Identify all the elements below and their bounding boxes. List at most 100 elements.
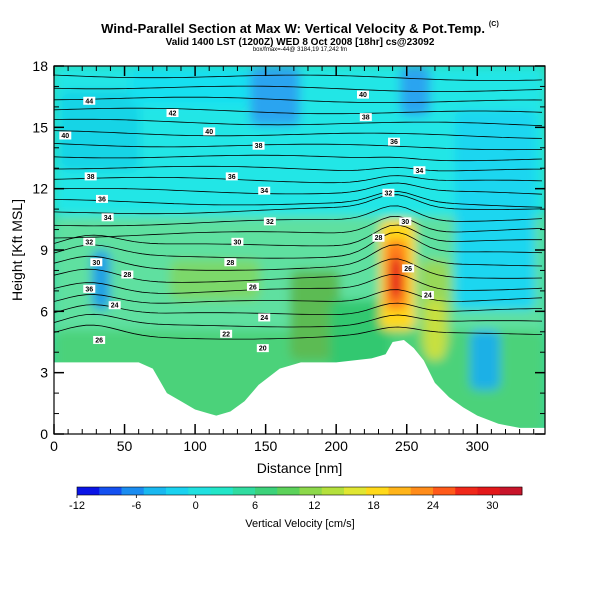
field-blob — [455, 110, 535, 310]
x-axis-label: Distance [nm] — [257, 460, 343, 476]
theta-label-bg — [95, 194, 108, 203]
theta-label-bg — [121, 270, 134, 279]
colorbar-swatch — [99, 487, 122, 495]
theta-label-bg — [256, 344, 269, 353]
theta-label: 26 — [246, 282, 259, 291]
colorbar-tick-label: 6 — [252, 500, 258, 512]
theta-label-text: 38 — [87, 174, 95, 181]
colorbar-swatch — [299, 487, 323, 495]
theta-label: 34 — [258, 186, 271, 195]
theta-label-bg — [246, 282, 259, 291]
theta-contour — [54, 143, 543, 151]
theta-label-text: 24 — [111, 303, 119, 310]
theta-label-text: 30 — [234, 239, 242, 246]
colorbar-swatch — [166, 487, 189, 495]
theta-label-text: 20 — [259, 346, 267, 353]
theta-contour — [54, 118, 543, 127]
colorbar-tick-label: 18 — [368, 500, 380, 512]
theta-label-bg — [382, 188, 395, 197]
theta-label-bg — [252, 141, 265, 150]
theta-label-bg — [399, 217, 412, 226]
theta-label-bg — [220, 329, 233, 338]
theta-label: 32 — [83, 237, 96, 246]
y-tick-label: 0 — [40, 426, 48, 442]
plot-area: 44 42 40 38 40 38 36 34 40 38 36 34 32 36 34 32 30 32 30 28… — [54, 66, 545, 434]
theta-contour — [54, 107, 543, 115]
theta-label-bg — [203, 127, 216, 136]
theta-label-bg — [224, 258, 237, 267]
theta-label: 32 — [263, 217, 276, 226]
theta-contour — [54, 224, 542, 247]
theta-label: 24 — [258, 313, 271, 322]
x-tick-label: 0 — [50, 438, 58, 454]
colorbar-frame — [76, 486, 523, 496]
theta-label: 28 — [121, 270, 134, 279]
theta-label-text: 32 — [384, 190, 392, 197]
theta-contour — [54, 205, 543, 227]
theta-label-text: 38 — [362, 115, 370, 122]
x-tick-label: 200 — [325, 438, 349, 454]
theta-contour — [54, 313, 543, 328]
theta-label-text: 24 — [424, 292, 432, 299]
theta-label-text: 44 — [85, 98, 93, 105]
colorbar-swatch — [433, 487, 456, 495]
y-tick-label: 15 — [32, 119, 48, 135]
field-blob — [170, 260, 260, 300]
theta-contour — [54, 302, 543, 315]
theta-contour — [54, 154, 543, 162]
theta-label-bg — [225, 172, 238, 181]
colorbar-tick-label: 0 — [193, 500, 199, 512]
colorbar-swatch — [210, 487, 234, 495]
theta-label-bg — [101, 213, 114, 222]
theta-contour — [54, 258, 543, 283]
theta-label-text: 36 — [98, 196, 106, 203]
x-tick-label: 250 — [395, 438, 419, 454]
chart-title-text: Wind-Parallel Section at Max W: Vertical… — [101, 21, 486, 36]
theta-label-text: 22 — [222, 331, 230, 338]
theta-label-bg — [388, 137, 401, 146]
theta-label: 30 — [231, 237, 244, 246]
colorbar-swatch — [77, 487, 100, 495]
theta-contour — [54, 194, 543, 215]
colorbar-swatch — [499, 487, 523, 495]
theta-label-text: 26 — [95, 337, 103, 344]
theta-label: 38 — [252, 141, 265, 150]
x-tick-label: 300 — [466, 438, 490, 454]
colorbar-swatch — [121, 487, 145, 495]
theta-contour — [54, 74, 543, 81]
x-tick-label: 100 — [183, 438, 207, 454]
chart-subsubtitle: box/fmax=-44@ 3184,19 17,242 fm — [252, 47, 348, 53]
theta-label: 36 — [388, 137, 401, 146]
theta-label-bg — [413, 166, 426, 175]
theta-contour — [54, 175, 543, 184]
theta-label-text: 36 — [85, 286, 93, 293]
theta-label-bg — [356, 90, 369, 99]
theta-label: 26 — [93, 335, 106, 344]
colorbar-swatch — [366, 487, 389, 495]
theta-label: 36 — [83, 284, 96, 293]
theta-label: 38 — [359, 113, 372, 122]
theta-label: 26 — [402, 264, 415, 273]
theta-label-bg — [90, 258, 103, 267]
theta-contour — [54, 231, 543, 259]
y-tick-label: 18 — [32, 58, 48, 74]
field-blob — [425, 300, 445, 360]
theta-contour — [54, 96, 543, 103]
field-blob — [130, 66, 250, 106]
colorbar-tick-label: 24 — [427, 500, 439, 512]
theta-label-bg — [59, 131, 72, 140]
theta-label-text: 28 — [123, 272, 131, 279]
theta-contour — [54, 190, 543, 208]
colorbar-swatch — [188, 487, 211, 495]
theta-label-bg — [372, 233, 385, 242]
theta-label-bg — [263, 217, 276, 226]
colorbar-tick-label: 12 — [308, 500, 320, 512]
field-blob — [390, 258, 402, 298]
theta-label: 40 — [356, 90, 369, 99]
theta-label: 34 — [413, 166, 426, 175]
theta-label-text: 36 — [228, 174, 236, 181]
theta-label: 44 — [83, 96, 96, 105]
theta-label-bg — [83, 284, 96, 293]
